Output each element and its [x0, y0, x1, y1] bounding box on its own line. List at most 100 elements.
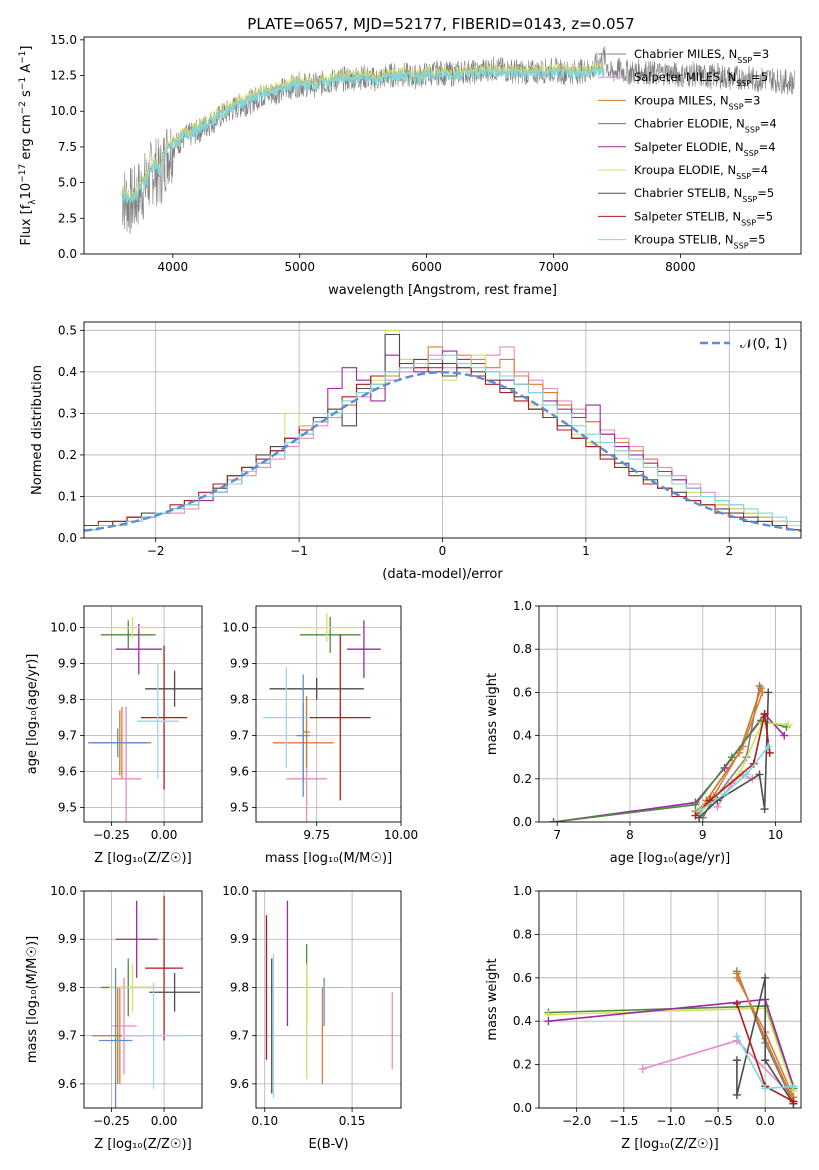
spectrum-ytick-label: 12.5	[50, 69, 77, 83]
mass-age-plot-area	[256, 606, 401, 822]
age-weight-ytick-label: 0.8	[513, 642, 532, 656]
z-weight-xtick-label: −1.5	[609, 1114, 638, 1128]
age-weight-marker	[691, 800, 700, 809]
residuals-ylabel: Normed distribution	[30, 365, 45, 495]
ebv-mass-ytick-label: 9.8	[230, 980, 249, 994]
z-mass-xtick-label: 0.00	[151, 1114, 178, 1128]
age-weight-xlabel: age [log₁₀(age/yr)]	[610, 851, 731, 866]
residuals-xlabel: (data-model)/error	[382, 567, 503, 582]
legend-entry: Kroupa ELODIE, NSSP=4	[634, 163, 768, 181]
legend-entry: Chabrier ELODIE, NSSP=4	[634, 117, 777, 135]
z-weight-xtick-label: −0.5	[703, 1114, 732, 1128]
z-mass-xlabel: Z [log₁₀(Z/Z☉)]	[94, 1137, 191, 1152]
z-weight-ytick-label: 0.4	[513, 1014, 532, 1028]
age-weight-marker	[784, 720, 793, 729]
mass-age-chart: 9.75 10.00 9.5 9.6 9.7 9.8 9.9 10.0 mass [log₁₀(…	[222, 605, 418, 866]
legend-entry: Salpeter MILES, NSSP=5	[634, 70, 768, 88]
z-mass-ytick-label: 9.6	[58, 1077, 77, 1091]
mass-age-ytick-label: 9.6	[230, 765, 249, 779]
mass-age-ytick-label: 9.5	[230, 801, 249, 815]
residuals-xtick-label: −2	[147, 544, 165, 558]
mass-age-frame	[255, 605, 402, 823]
z-mass-frame	[83, 890, 203, 1109]
z-mass-chart: −0.25 0.00 9.6 9.7 9.8 9.9 10.0 Z [log₁₀(Z/Z☉)]…	[25, 884, 203, 1152]
age-weight-series-line	[694, 692, 764, 812]
z-age-frame	[83, 605, 203, 823]
z-mass-ytick-label: 9.9	[58, 932, 77, 946]
spectrum-ytick-label: 7.5	[58, 140, 77, 154]
mass-age-xtick-label: 9.75	[303, 828, 330, 842]
residuals-plot-area	[84, 322, 801, 538]
spectrum-xtick-label: 5000	[284, 260, 315, 274]
spectrum-plot-area	[121, 45, 795, 235]
legend-entry: Chabrier STELIB, NSSP=5	[634, 186, 774, 204]
age-weight-marker	[742, 770, 751, 779]
z-age-ytick-label: 9.6	[58, 765, 77, 779]
spectrum-ytick-label: 5.0	[58, 176, 77, 190]
legend-entry: Kroupa MILES, NSSP=3	[634, 93, 760, 111]
age-weight-ytick-label: 0.0	[513, 815, 532, 829]
residuals-chart: −2 −1 0 1 2 0.0 0.1 0.2 0.3 0.4 0.5 (data-model)/er…	[30, 321, 802, 582]
z-weight-marker	[732, 1090, 741, 1099]
z-weight-marker	[638, 1064, 647, 1073]
spectrum-xtick-label: 6000	[411, 260, 442, 274]
age-weight-xtick-label: 9	[699, 828, 707, 842]
age-weight-ylabel: mass weight	[485, 673, 500, 755]
z-weight-xtick-label: −2.0	[562, 1114, 591, 1128]
z-weight-marker	[761, 973, 770, 982]
age-weight-marker	[720, 789, 729, 798]
legend-entry: Salpeter STELIB, NSSP=5	[634, 209, 773, 227]
residuals-ytick-label: 0.4	[58, 365, 77, 379]
age-weight-ytick-label: 0.4	[513, 729, 532, 743]
z-age-xtick-label: 0.00	[151, 828, 178, 842]
age-weight-marker	[765, 748, 774, 757]
z-weight-ytick-label: 0.6	[513, 971, 532, 985]
residual-histogram	[84, 333, 801, 531]
age-weight-xtick-label: 7	[553, 828, 561, 842]
ebv-mass-plot-area	[256, 891, 401, 1108]
z-mass-ytick-label: 10.0	[50, 884, 77, 898]
z-weight-marker	[732, 973, 741, 982]
mass-age-ytick-label: 10.0	[222, 621, 249, 635]
z-weight-frame	[538, 890, 802, 1109]
legend-entry: 𝒩(0, 1)	[740, 337, 787, 352]
legend-entry: Kroupa STELIB, NSSP=5	[634, 233, 765, 251]
z-age-plot-area	[84, 606, 202, 822]
age-weight-chart: 7 8 9 10 0.0 0.2 0.4 0.6 0.8 1.0 age [log₁₀(age/yr…	[485, 599, 802, 866]
ebv-mass-xlabel: E(B-V)	[308, 1137, 348, 1152]
spectrum-xtick-label: 7000	[538, 260, 569, 274]
z-weight-plot-area	[539, 891, 801, 1108]
z-mass-xtick-label: −0.25	[93, 1114, 130, 1128]
residuals-ytick-label: 0.2	[58, 448, 77, 462]
mass-age-ytick-label: 9.7	[230, 729, 249, 743]
age-weight-xtick-label: 10	[768, 828, 783, 842]
spectrum-data-line	[121, 45, 795, 235]
age-weight-marker	[691, 811, 700, 820]
mass-age-ytick-label: 9.9	[230, 657, 249, 671]
z-weight-marker	[761, 1084, 770, 1093]
ebv-mass-ytick-label: 9.7	[230, 1029, 249, 1043]
z-age-ytick-label: 9.5	[58, 801, 77, 815]
age-weight-frame	[538, 605, 802, 823]
z-age-chart: −0.25 0.00 9.5 9.6 9.7 9.8 9.9 10.0 Z [log₁₀(Z/Z…	[25, 605, 203, 866]
z-weight-ytick-label: 1.0	[513, 884, 532, 898]
age-weight-marker	[780, 731, 789, 740]
z-weight-marker	[789, 1097, 798, 1106]
z-mass-ytick-label: 9.8	[58, 980, 77, 994]
age-weight-ytick-label: 0.2	[513, 772, 532, 786]
legend-entry: Chabrier MILES, NSSP=3	[634, 47, 769, 65]
age-weight-plot-area	[539, 606, 801, 822]
residuals-xtick-label: −1	[290, 544, 308, 558]
residual-histogram	[84, 350, 801, 531]
age-weight-marker	[549, 818, 558, 822]
residual-histogram	[84, 354, 801, 531]
z-age-ylabel: age [log₁₀(age/yr)]	[25, 654, 40, 775]
z-mass-plot-area	[84, 891, 202, 1108]
spectrum-xlabel: wavelength [Angstrom, rest frame]	[328, 283, 557, 298]
residuals-ytick-label: 0.1	[58, 489, 77, 503]
age-weight-marker	[727, 753, 736, 762]
z-weight-xlabel: Z [log₁₀(Z/Z☉)]	[621, 1137, 718, 1152]
z-age-ytick-label: 10.0	[50, 621, 77, 635]
spectrum-xtick-label: 8000	[665, 260, 696, 274]
